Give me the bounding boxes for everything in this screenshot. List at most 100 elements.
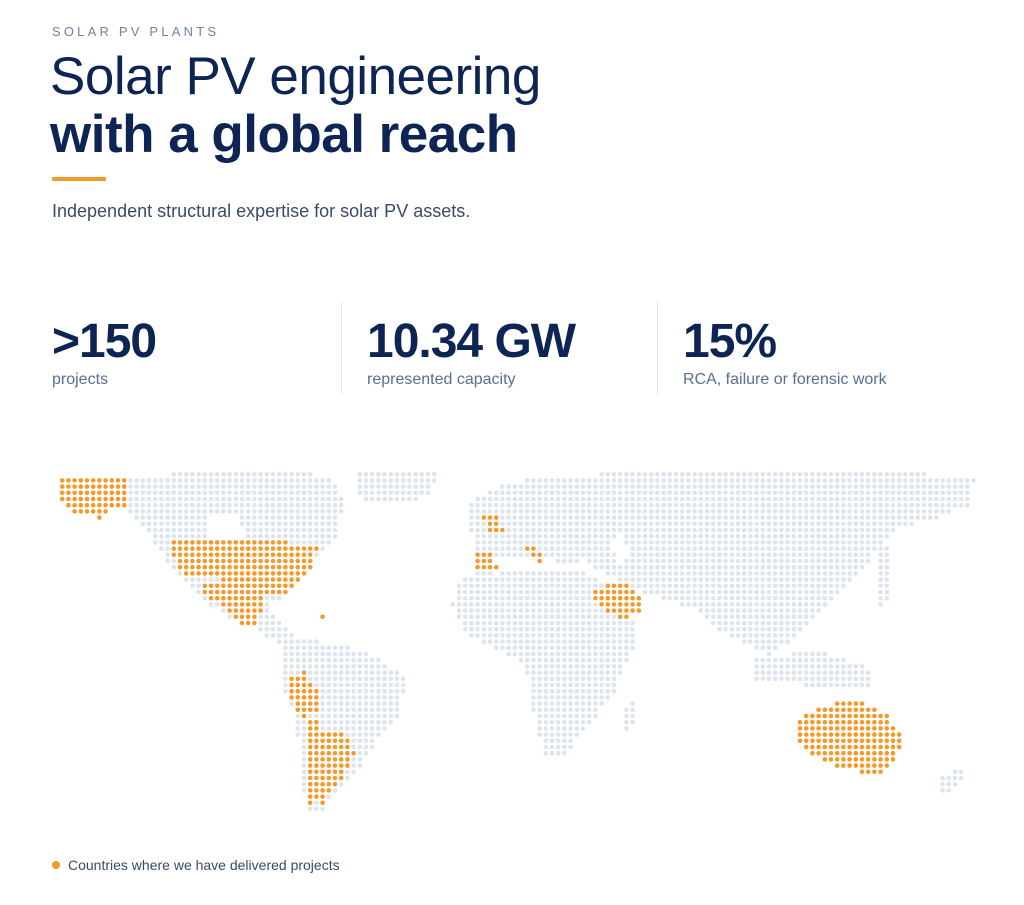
land-dot	[351, 719, 356, 725]
land-dot	[661, 558, 666, 564]
land-dot	[208, 577, 214, 582]
land-dot	[834, 664, 840, 669]
land-dot	[797, 527, 803, 533]
highlight-dot	[865, 744, 871, 750]
highlight-dot	[865, 719, 871, 725]
land-dot	[159, 546, 164, 551]
highlight-dot	[245, 589, 251, 595]
land-dot	[506, 633, 511, 638]
land-dot	[357, 763, 363, 768]
land-dot	[710, 614, 716, 620]
land-dot	[785, 552, 790, 558]
land-dot	[140, 521, 146, 527]
land-dot	[785, 478, 790, 483]
land-dot	[289, 633, 294, 638]
land-dot	[171, 521, 177, 527]
land-dot	[512, 645, 518, 651]
land-dot	[543, 589, 549, 595]
land-dot	[630, 639, 635, 644]
land-dot	[834, 484, 840, 489]
land-dot	[580, 614, 586, 620]
land-dot	[332, 515, 338, 520]
legend-label: Countries where we have delivered projec…	[68, 857, 340, 873]
land-dot	[493, 509, 499, 514]
highlight-dot	[810, 713, 815, 719]
land-dot	[165, 533, 170, 539]
land-dot	[152, 496, 158, 502]
land-dot	[562, 595, 567, 601]
highlight-dot	[301, 546, 307, 551]
land-dot	[679, 583, 685, 589]
land-dot	[921, 490, 927, 496]
land-dot	[611, 633, 617, 638]
land-dot	[704, 478, 710, 483]
land-dot	[890, 515, 896, 520]
land-dot	[506, 502, 511, 508]
land-dot	[376, 471, 381, 477]
highlight-dot	[239, 564, 245, 570]
land-dot	[611, 614, 617, 620]
land-dot	[729, 540, 735, 545]
land-dot	[586, 719, 592, 725]
land-dot	[357, 664, 363, 669]
land-dot	[555, 546, 561, 551]
land-dot	[810, 651, 815, 657]
land-dot	[580, 589, 586, 595]
land-dot	[834, 471, 840, 477]
highlight-dot	[307, 688, 313, 694]
land-dot	[338, 719, 344, 725]
land-dot	[332, 695, 338, 700]
land-dot	[791, 614, 797, 620]
highlight-dot	[66, 484, 71, 489]
highlight-dot	[332, 775, 338, 781]
land-dot	[555, 484, 561, 489]
highlight-dot	[239, 546, 245, 551]
land-dot	[425, 484, 431, 489]
land-dot	[500, 577, 505, 582]
land-dot	[506, 496, 511, 502]
land-dot	[506, 651, 511, 657]
land-dot	[338, 682, 344, 688]
highlight-dot	[307, 701, 313, 706]
land-dot	[810, 577, 815, 582]
land-dot	[865, 521, 871, 527]
land-dot	[717, 546, 722, 551]
land-dot	[301, 540, 307, 545]
land-dot	[909, 521, 914, 527]
land-dot	[630, 490, 635, 496]
land-dot	[531, 589, 536, 595]
land-dot	[884, 478, 890, 483]
land-dot	[710, 602, 716, 607]
land-dot	[320, 701, 325, 706]
highlight-dot	[264, 540, 270, 545]
land-dot	[760, 670, 766, 675]
land-dot	[661, 564, 666, 570]
land-dot	[710, 471, 716, 477]
land-dot	[859, 682, 865, 688]
land-dot	[816, 484, 821, 489]
land-dot	[698, 490, 704, 496]
land-dot	[593, 521, 598, 527]
land-dot	[816, 664, 821, 669]
highlight-dot	[307, 682, 313, 688]
land-dot	[692, 558, 697, 564]
land-dot	[475, 614, 480, 620]
highlight-dot	[314, 788, 319, 793]
land-dot	[673, 502, 679, 508]
land-dot	[320, 664, 325, 669]
land-dot	[754, 571, 759, 576]
land-dot	[834, 533, 840, 539]
land-dot	[853, 546, 859, 551]
highlight-dot	[115, 496, 121, 502]
land-dot	[896, 521, 902, 527]
land-dot	[586, 577, 592, 582]
land-dot	[717, 533, 722, 539]
land-dot	[586, 645, 592, 651]
land-dot	[568, 633, 573, 638]
highlight-dot	[227, 552, 232, 558]
highlight-dot	[307, 732, 313, 737]
highlight-dot	[239, 595, 245, 601]
land-dot	[630, 527, 635, 533]
highlight-dot	[307, 726, 313, 731]
land-dot	[345, 645, 350, 651]
